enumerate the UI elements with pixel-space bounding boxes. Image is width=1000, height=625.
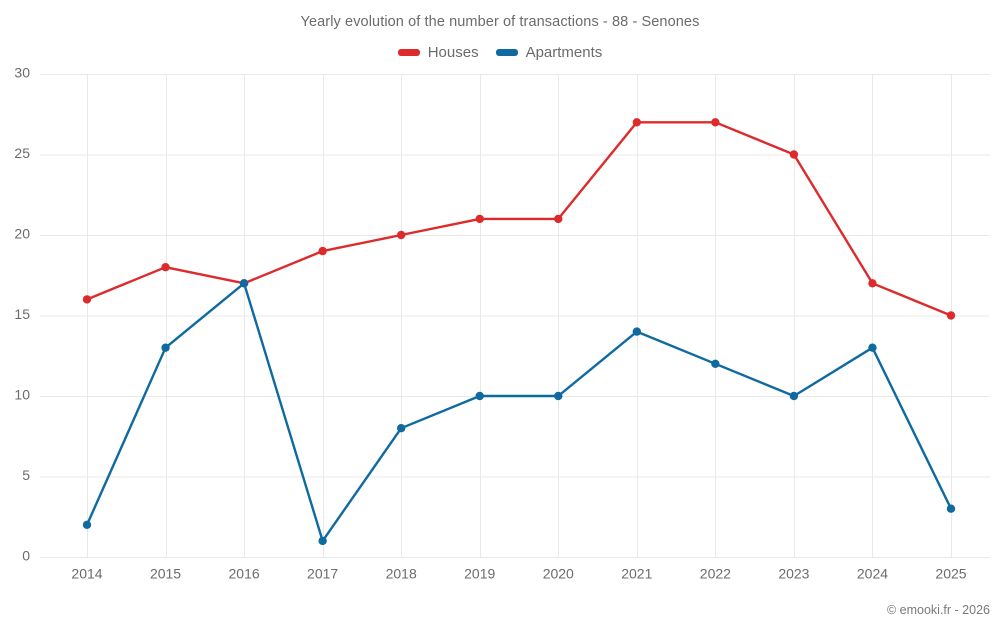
legend-item-houses[interactable]: Houses [397, 44, 479, 61]
data-point-apartments-2014[interactable] [82, 520, 92, 529]
legend-label-houses: Houses [427, 44, 479, 61]
grid-layer [40, 74, 990, 558]
data-point-houses-2017[interactable] [318, 246, 327, 256]
x-tick-label: 2024 [857, 565, 888, 581]
y-tick-label: 20 [14, 226, 30, 242]
data-point-houses-2024[interactable] [868, 279, 877, 288]
copyright-text: © emooki.fr - 2026 [886, 603, 990, 617]
x-tick-label: 2018 [386, 565, 417, 581]
x-tick-label: 2021 [621, 565, 652, 581]
chart-title: Yearly evolution of the number of transa… [300, 14, 700, 30]
y-tick-label: 10 [14, 387, 30, 403]
data-point-houses-2022[interactable] [711, 118, 720, 127]
x-tick-label: 2014 [71, 565, 102, 581]
data-point-apartments-2023[interactable] [789, 391, 799, 401]
legend-item-apartments[interactable]: Apartments [495, 44, 603, 61]
line-swatch-icon-houses [397, 49, 420, 56]
y-tick-label: 15 [14, 306, 30, 322]
data-point-houses-2015[interactable] [161, 263, 170, 272]
data-point-apartments-2016[interactable] [239, 279, 249, 288]
y-tick-label: 0 [22, 548, 30, 564]
line-swatch-icon-apartments [495, 49, 518, 56]
data-point-apartments-2025[interactable] [946, 504, 956, 513]
data-point-houses-2014[interactable] [82, 295, 92, 304]
x-tick-label: 2015 [150, 565, 181, 581]
data-point-apartments-2024[interactable] [868, 343, 877, 352]
y-tick-label: 5 [22, 467, 30, 483]
x-tick-label: 2016 [229, 565, 260, 581]
x-axis-tick-labels: 2014 2015 2016 2017 2018 2019 2020 2021 2022 2023… [71, 565, 966, 581]
data-point-apartments-2021[interactable] [632, 327, 642, 336]
x-tick-label: 2019 [464, 565, 495, 581]
data-point-houses-2023[interactable] [789, 150, 799, 159]
y-axis-tick-labels: 0 5 10 15 20 25 30 [14, 65, 30, 564]
data-point-houses-2018[interactable] [396, 230, 406, 240]
series-line-apartments [85, 282, 953, 543]
data-point-apartments-2017[interactable] [318, 536, 327, 546]
data-point-apartments-2015[interactable] [161, 343, 170, 352]
data-point-houses-2020[interactable] [554, 214, 563, 224]
data-point-apartments-2022[interactable] [711, 359, 720, 368]
legend-label-apartments: Apartments [525, 44, 603, 61]
x-tick-label: 2022 [700, 565, 731, 581]
y-tick-label: 30 [14, 65, 30, 81]
data-series-layer [82, 118, 956, 546]
y-tick-label: 25 [14, 145, 30, 161]
data-point-apartments-2020[interactable] [554, 391, 563, 401]
series-line-houses [85, 121, 953, 317]
x-tick-label: 2020 [543, 565, 574, 581]
x-tick-label: 2023 [778, 565, 809, 581]
data-point-houses-2025[interactable] [946, 311, 956, 320]
data-point-houses-2019[interactable] [475, 214, 484, 224]
chart-legend: Houses Apartments [0, 44, 1000, 61]
data-point-apartments-2019[interactable] [475, 391, 484, 401]
data-point-houses-2021[interactable] [632, 118, 642, 127]
data-point-apartments-2018[interactable] [396, 424, 406, 433]
x-tick-label: 2025 [935, 565, 966, 581]
x-tick-label: 2017 [307, 565, 338, 581]
